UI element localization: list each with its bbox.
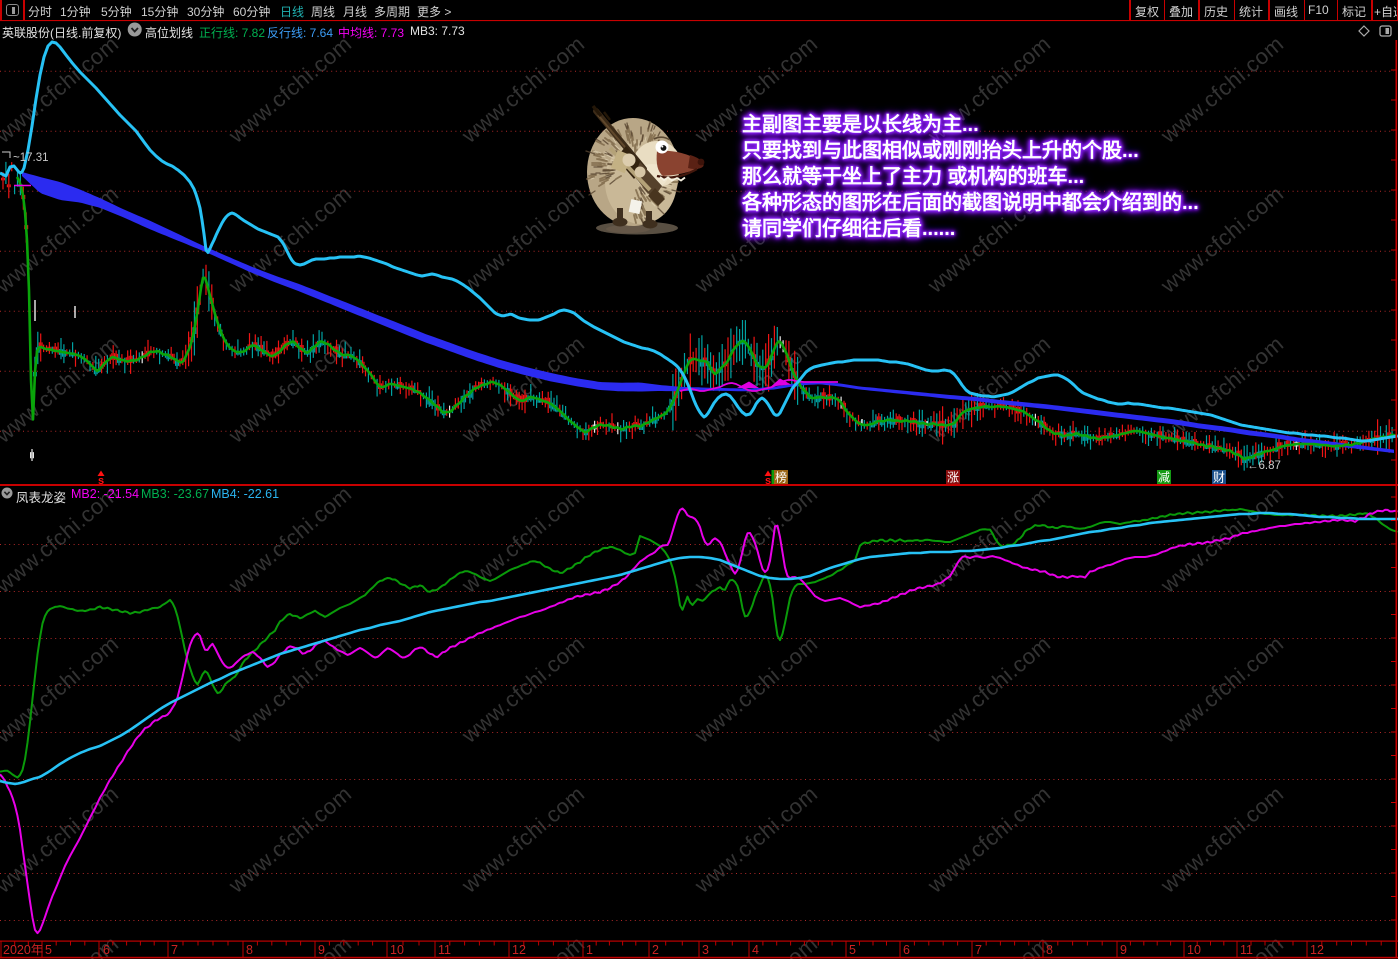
svg-text:www.cfchi.com: www.cfchi.com <box>456 781 589 898</box>
svg-text:10: 10 <box>390 943 404 957</box>
svg-text:7: 7 <box>171 943 178 957</box>
svg-text:2: 2 <box>652 943 659 957</box>
svg-text:www.cfchi.com: www.cfchi.com <box>1155 781 1288 898</box>
svg-text:www.cfchi.com: www.cfchi.com <box>223 781 356 898</box>
svg-text:9: 9 <box>1120 943 1127 957</box>
svg-text:9: 9 <box>318 943 325 957</box>
svg-text:6: 6 <box>103 943 110 957</box>
svg-text:www.cfchi.com: www.cfchi.com <box>922 481 1055 598</box>
svg-text:5: 5 <box>849 943 856 957</box>
svg-text:8: 8 <box>246 943 253 957</box>
svg-text:www.cfchi.com: www.cfchi.com <box>223 31 356 148</box>
svg-text:6: 6 <box>903 943 910 957</box>
svg-text:5: 5 <box>45 943 52 957</box>
svg-text:www.cfchi.com: www.cfchi.com <box>922 631 1055 748</box>
svg-text:←6.87: ←6.87 <box>1247 460 1281 472</box>
svg-text:减: 减 <box>1158 471 1170 485</box>
svg-text:4: 4 <box>752 943 759 957</box>
svg-text:www.cfchi.com: www.cfchi.com <box>456 31 589 148</box>
svg-text:www.cfchi.com: www.cfchi.com <box>456 481 589 598</box>
svg-text:www.cfchi.com: www.cfchi.com <box>922 781 1055 898</box>
svg-text:~17.31: ~17.31 <box>13 152 49 164</box>
svg-text:www.cfchi.com: www.cfchi.com <box>689 631 822 748</box>
svg-text:3: 3 <box>702 943 709 957</box>
svg-text:8: 8 <box>1046 943 1053 957</box>
svg-text:11: 11 <box>438 943 451 957</box>
svg-text:12: 12 <box>1310 943 1324 957</box>
svg-text:2020年: 2020年 <box>3 943 43 957</box>
svg-text:1: 1 <box>586 943 593 957</box>
svg-text:12: 12 <box>512 943 526 957</box>
svg-text:www.cfchi.com: www.cfchi.com <box>0 331 123 448</box>
svg-text:s: s <box>98 475 104 487</box>
svg-text:www.cfchi.com: www.cfchi.com <box>223 181 356 298</box>
svg-text:涨: 涨 <box>947 470 959 485</box>
svg-text:www.cfchi.com: www.cfchi.com <box>1155 631 1288 748</box>
svg-text:www.cfchi.com: www.cfchi.com <box>0 631 123 748</box>
svg-text:10: 10 <box>1187 943 1201 957</box>
svg-text:财: 财 <box>1213 471 1225 485</box>
svg-text:www.cfchi.com: www.cfchi.com <box>456 631 589 748</box>
svg-text:11: 11 <box>1240 943 1253 957</box>
svg-text:www.cfchi.com: www.cfchi.com <box>1155 931 1288 959</box>
svg-text:www.cfchi.com: www.cfchi.com <box>689 781 822 898</box>
svg-text:www.cfchi.com: www.cfchi.com <box>456 181 589 298</box>
svg-text:www.cfchi.com: www.cfchi.com <box>922 931 1055 959</box>
svg-text:www.cfchi.com: www.cfchi.com <box>0 781 123 898</box>
svg-text:7: 7 <box>975 943 982 957</box>
svg-text:s: s <box>765 475 771 487</box>
svg-text:榜: 榜 <box>775 470 787 485</box>
